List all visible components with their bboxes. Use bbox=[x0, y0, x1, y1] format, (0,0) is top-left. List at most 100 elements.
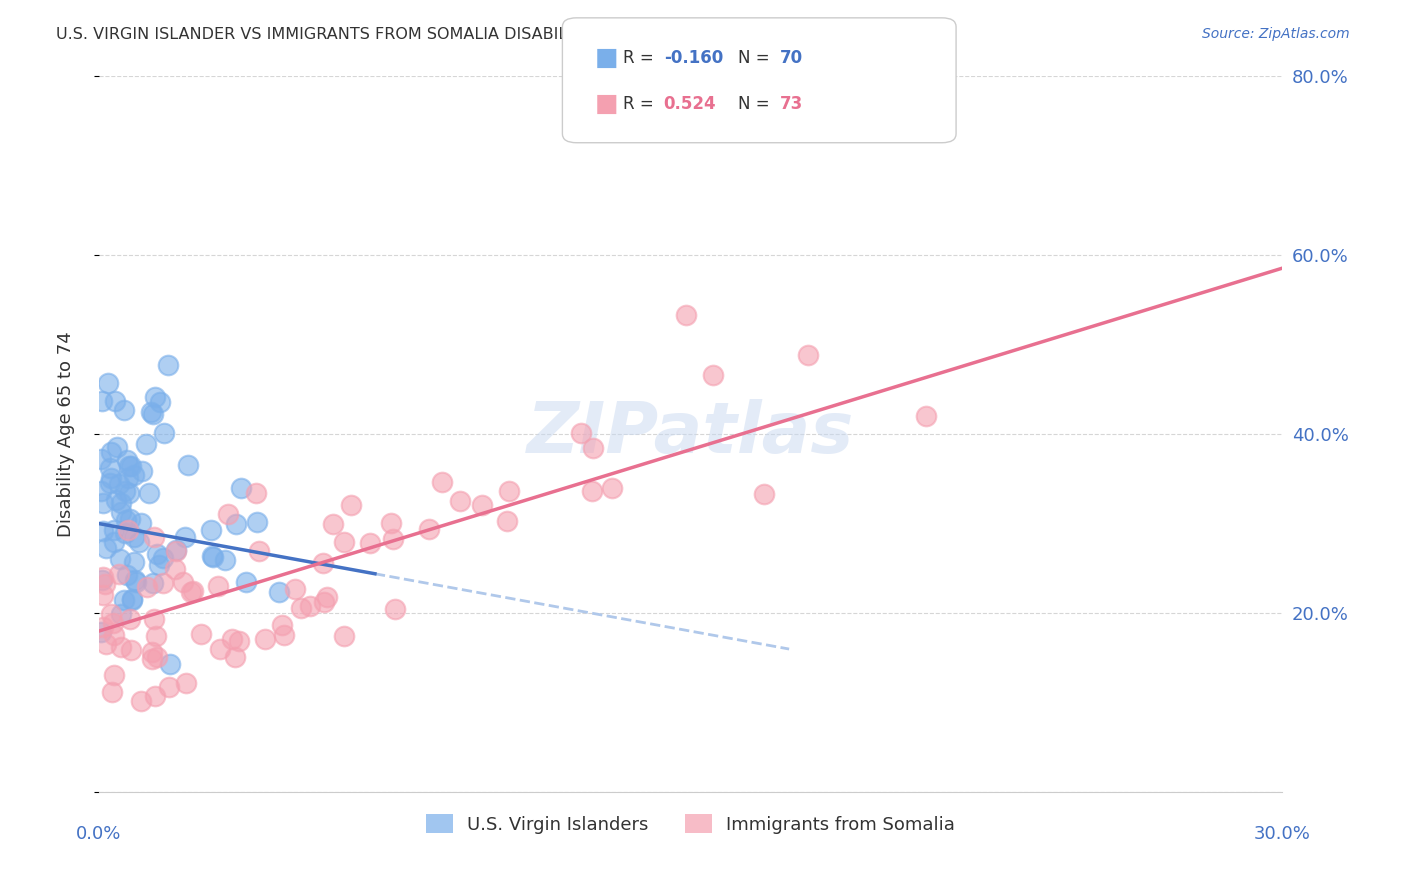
Point bbox=[145, 630, 167, 644]
Point bbox=[91, 589, 114, 603]
Point bbox=[91, 570, 114, 584]
Point bbox=[200, 524, 222, 538]
Point bbox=[247, 543, 270, 558]
Point bbox=[915, 409, 938, 423]
Point bbox=[105, 493, 128, 508]
Point bbox=[128, 534, 150, 549]
Point bbox=[98, 476, 121, 491]
Point bbox=[141, 652, 163, 666]
Point bbox=[110, 640, 132, 654]
Point bbox=[122, 555, 145, 569]
Point bbox=[129, 516, 152, 531]
Point bbox=[322, 516, 344, 531]
Point bbox=[333, 629, 356, 643]
Point bbox=[141, 645, 163, 659]
Point bbox=[108, 476, 131, 491]
Text: ■: ■ bbox=[595, 93, 619, 116]
Point bbox=[157, 680, 180, 694]
Point bbox=[201, 549, 224, 563]
Point bbox=[290, 600, 312, 615]
Point bbox=[312, 556, 335, 570]
Text: U.S. VIRGIN ISLANDER VS IMMIGRANTS FROM SOMALIA DISABILITY AGE 65 TO 74 CORRELAT: U.S. VIRGIN ISLANDER VS IMMIGRANTS FROM … bbox=[56, 27, 887, 42]
Text: 0.0%: 0.0% bbox=[76, 825, 121, 843]
Point bbox=[298, 599, 321, 613]
Point bbox=[100, 607, 122, 621]
Point bbox=[157, 358, 180, 372]
Point bbox=[269, 585, 291, 599]
Point bbox=[333, 535, 356, 549]
Point bbox=[159, 657, 181, 672]
Point bbox=[136, 580, 159, 594]
Point bbox=[98, 460, 121, 475]
Point bbox=[122, 467, 145, 482]
Point bbox=[146, 547, 169, 561]
Point bbox=[176, 675, 198, 690]
Point bbox=[172, 575, 194, 590]
Point bbox=[110, 496, 132, 510]
Point bbox=[100, 471, 122, 485]
Text: N =: N = bbox=[738, 95, 775, 113]
Point bbox=[208, 641, 231, 656]
Point bbox=[359, 536, 381, 550]
Point bbox=[91, 620, 114, 634]
Point bbox=[214, 553, 236, 567]
Point bbox=[754, 487, 776, 501]
Point bbox=[103, 628, 125, 642]
Point bbox=[142, 575, 165, 590]
Point bbox=[225, 517, 247, 532]
Point bbox=[177, 458, 200, 472]
Point bbox=[110, 505, 132, 519]
Point bbox=[110, 552, 132, 566]
Point bbox=[229, 481, 252, 495]
Text: N =: N = bbox=[738, 49, 775, 67]
Point bbox=[100, 444, 122, 458]
Point bbox=[117, 453, 139, 467]
Point bbox=[93, 496, 115, 510]
Point bbox=[190, 627, 212, 641]
Point bbox=[114, 483, 136, 498]
Point bbox=[110, 607, 132, 622]
Point bbox=[108, 566, 131, 581]
Point bbox=[569, 426, 592, 441]
Text: ZIPatlas: ZIPatlas bbox=[527, 400, 855, 468]
Point bbox=[146, 650, 169, 665]
Point bbox=[316, 590, 339, 604]
Point bbox=[174, 530, 197, 544]
Point bbox=[382, 532, 405, 546]
Point bbox=[143, 612, 166, 626]
Point bbox=[163, 561, 186, 575]
Point bbox=[201, 550, 224, 565]
Point bbox=[112, 402, 135, 417]
Point bbox=[149, 395, 172, 409]
Point bbox=[101, 685, 124, 699]
Point bbox=[94, 577, 117, 591]
Point bbox=[117, 471, 139, 485]
Point bbox=[125, 575, 148, 590]
Text: 73: 73 bbox=[780, 95, 804, 113]
Point bbox=[90, 451, 112, 466]
Point bbox=[90, 483, 112, 498]
Point bbox=[602, 481, 624, 495]
Point bbox=[165, 543, 187, 558]
Point bbox=[131, 464, 153, 478]
Text: -0.160: -0.160 bbox=[664, 49, 723, 67]
Point bbox=[103, 523, 125, 537]
Text: 30.0%: 30.0% bbox=[1254, 825, 1310, 843]
Point bbox=[675, 308, 697, 322]
Point bbox=[143, 390, 166, 404]
Point bbox=[129, 693, 152, 707]
Point bbox=[181, 583, 204, 598]
Point bbox=[91, 524, 114, 538]
Y-axis label: Disability Age 65 to 74: Disability Age 65 to 74 bbox=[58, 331, 75, 537]
Point bbox=[496, 514, 519, 528]
Point bbox=[246, 516, 269, 530]
Point bbox=[101, 615, 124, 630]
Point bbox=[139, 404, 162, 418]
Point bbox=[235, 574, 257, 589]
Point bbox=[582, 442, 605, 456]
Point bbox=[120, 643, 142, 657]
Point bbox=[148, 558, 170, 572]
Point bbox=[104, 394, 127, 409]
Point bbox=[224, 649, 246, 664]
Point bbox=[94, 541, 117, 555]
